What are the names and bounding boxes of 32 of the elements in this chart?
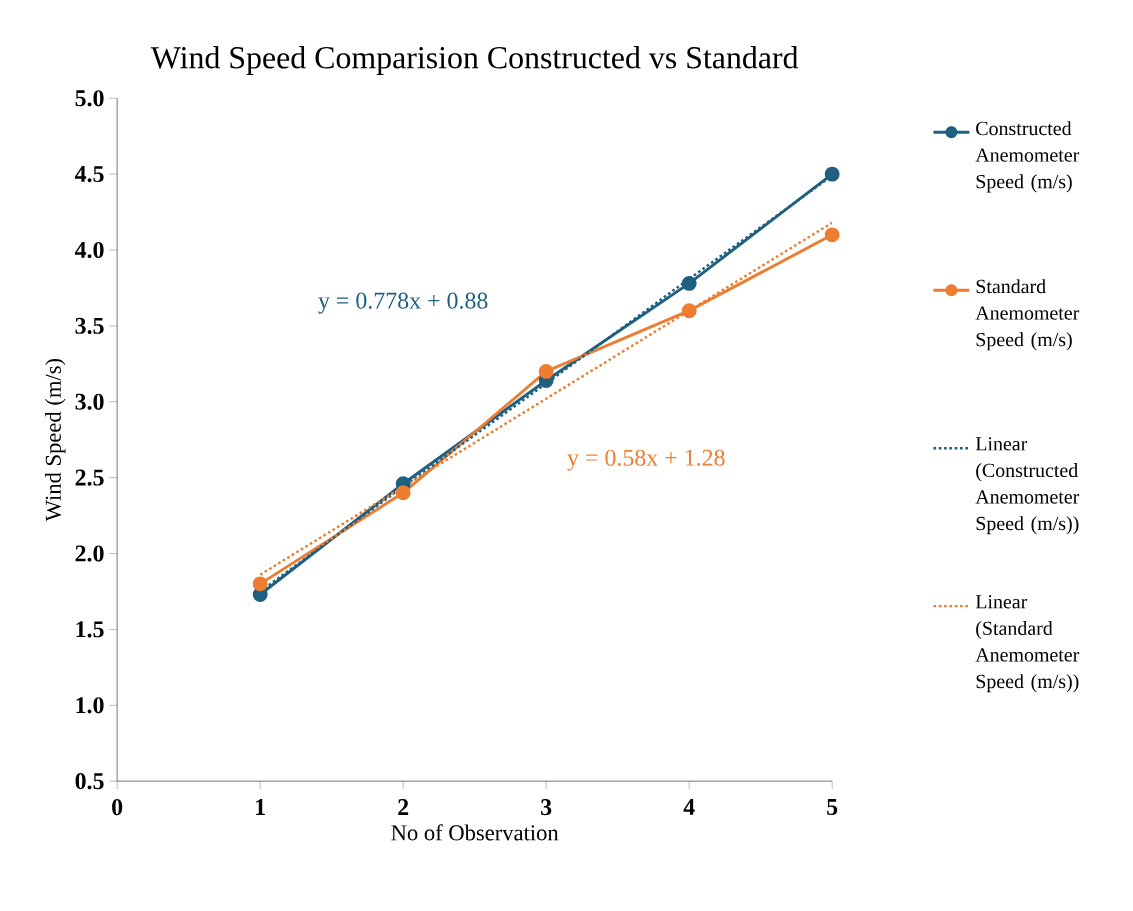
point	[252, 576, 268, 592]
x-axis-title: No of Observation	[391, 824, 559, 841]
x-tick-label: 4	[683, 799, 695, 815]
legend-label: Constructed Anemometer Speed (m/s)	[975, 121, 1080, 193]
y-tick-label: 3.0	[75, 393, 104, 410]
point	[681, 303, 697, 319]
annotation: y = 0.778x + 0.88	[318, 292, 488, 314]
point	[538, 364, 554, 379]
point	[824, 166, 840, 182]
y-tick-label: 1.0	[76, 697, 104, 714]
point	[681, 276, 697, 291]
x-tick-label: 2	[398, 799, 409, 816]
point	[395, 485, 411, 501]
y-tick-label: 5.0	[75, 90, 104, 107]
chart-title: Wind Speed Comparision Constructed vs Standard	[150, 46, 799, 76]
y-tick-label: 3.5	[75, 317, 104, 335]
x-tick-label: 3	[541, 799, 552, 816]
x-tick-label: 1	[256, 799, 265, 816]
y-tick-label: 2.5	[75, 469, 104, 486]
legend-label: Linear (Constructed Anemometer Speed (m/s))	[975, 437, 1080, 535]
annotation: y = 0.58x + 1.28	[567, 449, 725, 471]
y-tick-label: 0.5	[75, 773, 104, 790]
legend-label: Linear (Standard Anemometer Speed (m/s))	[975, 595, 1080, 693]
x-tick-label: 5	[827, 799, 838, 816]
y-tick-label: 2.0	[75, 545, 104, 562]
point	[824, 227, 840, 243]
y-tick-label: 1.5	[76, 621, 104, 638]
y-axis-title: Wind Speed (m/s)	[45, 359, 66, 522]
y-tick-label: 4.5	[74, 166, 104, 183]
x-tick-label: 0	[112, 799, 123, 816]
y-tick-label: 4.0	[74, 242, 104, 259]
legend-label: Standard Anemometer Speed (m/s)	[975, 279, 1080, 351]
